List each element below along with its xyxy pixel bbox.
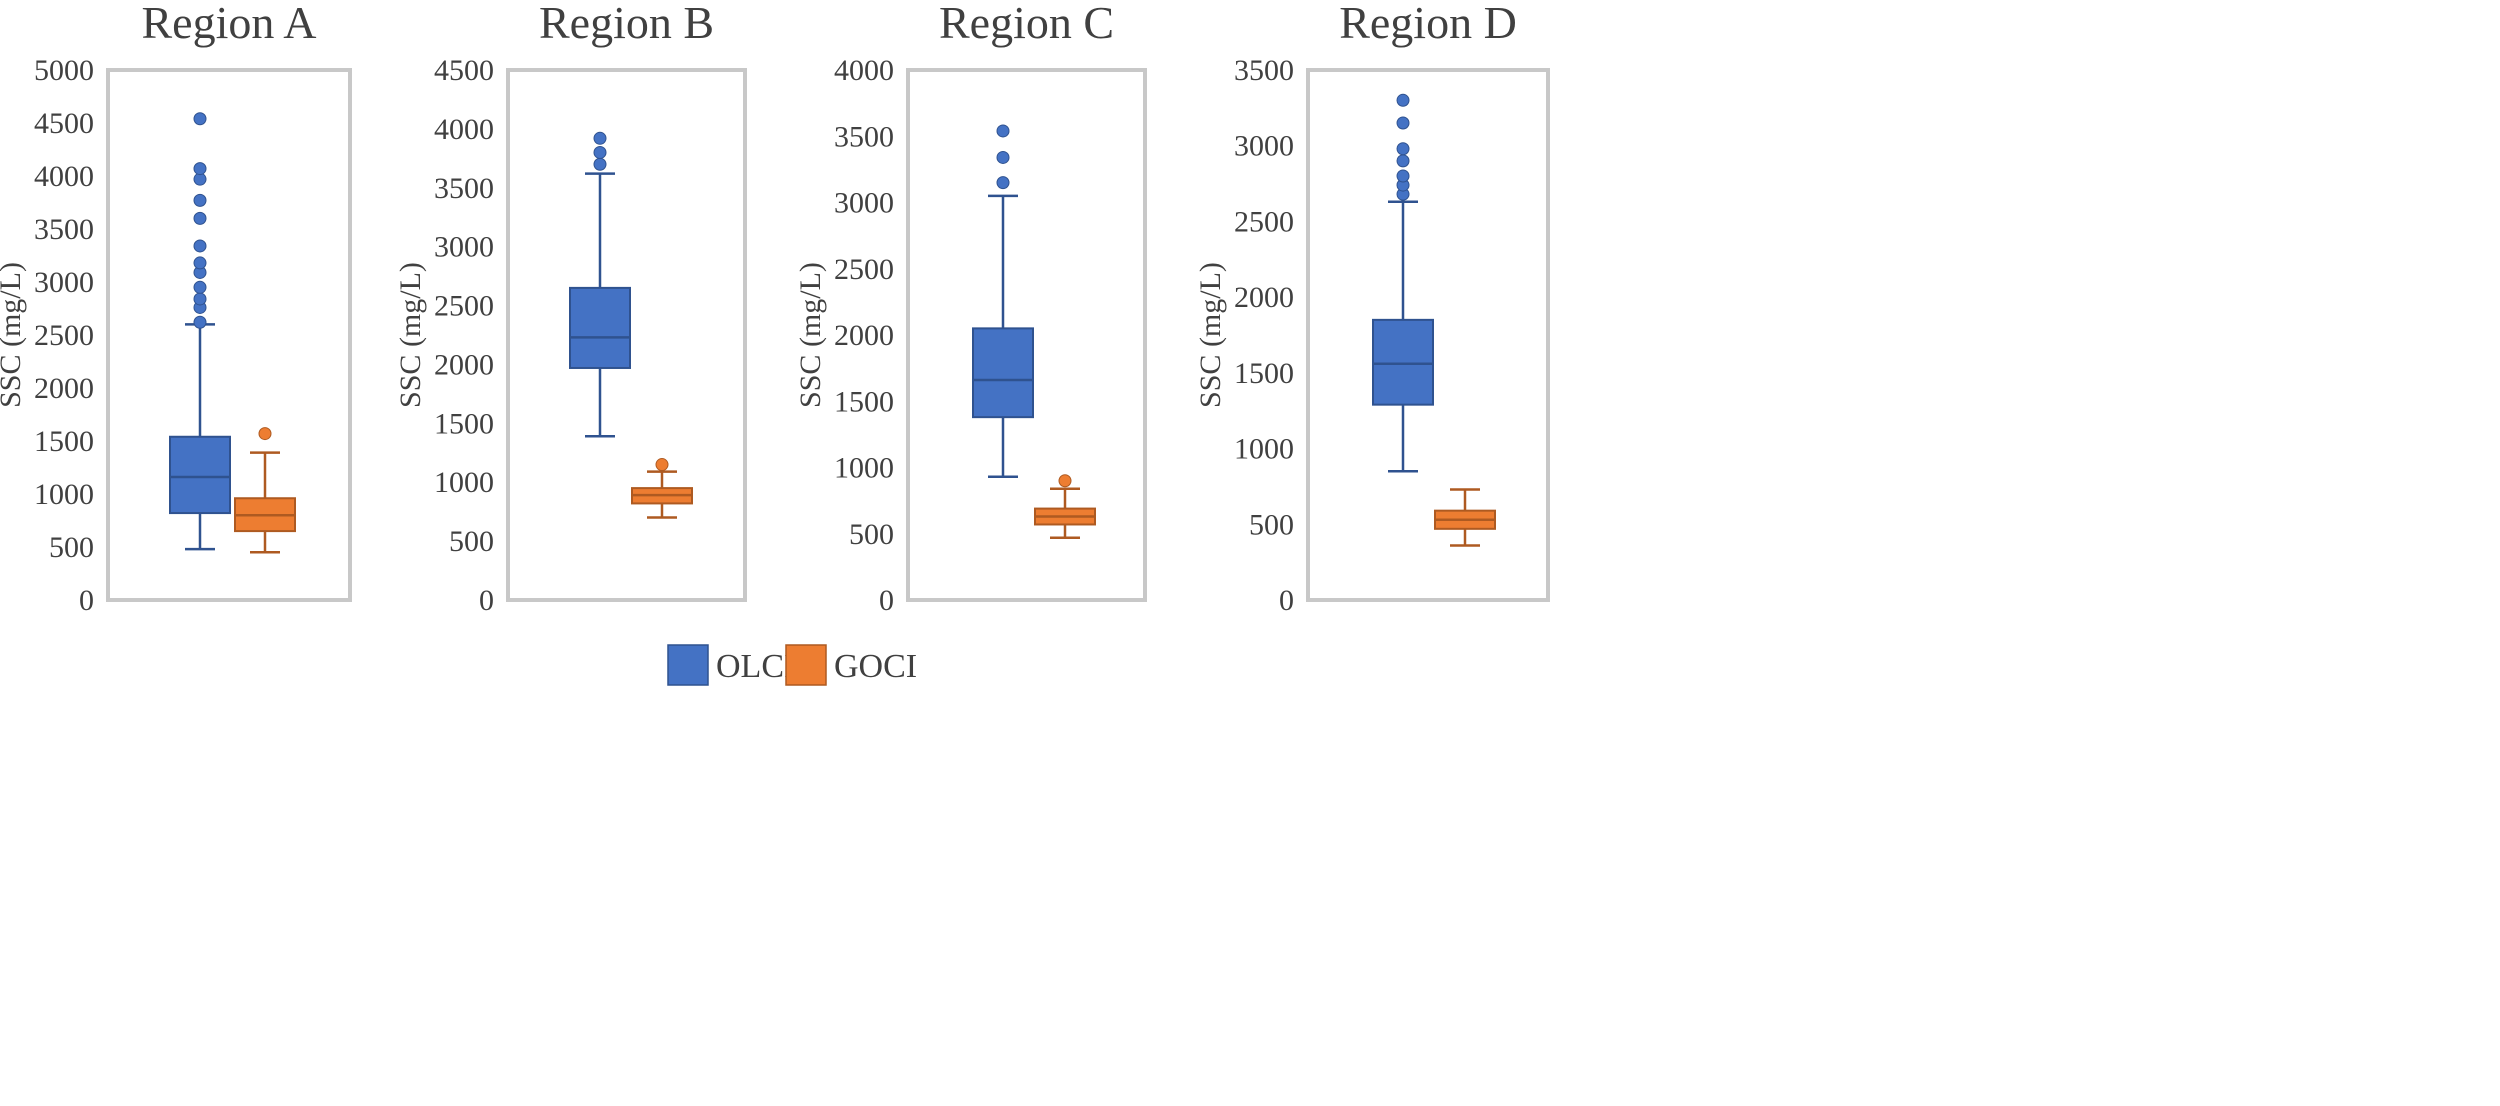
y-tick-label: 500 <box>1249 508 1294 541</box>
olci-outlier <box>193 315 207 329</box>
y-tick-label: 1000 <box>434 466 494 499</box>
chart-panel-4: Region D SSC (mg/L) 0 500 1000 1500 2000 2500 30… <box>1194 0 1550 617</box>
y-tick-label: 1500 <box>1234 357 1294 390</box>
y-axis-label: SSC (mg/L) <box>0 262 27 408</box>
olci-outlier <box>193 162 207 176</box>
olci-outlier <box>193 256 207 270</box>
y-tick-label: 2000 <box>1234 281 1294 314</box>
goci-outlier <box>258 427 272 441</box>
y-tick-label: 1000 <box>1234 433 1294 466</box>
plot-frame <box>906 68 1147 602</box>
y-tick-label: 2500 <box>434 290 494 323</box>
chart-title: Region D <box>1339 0 1517 48</box>
olci-outlier <box>1396 142 1410 156</box>
y-tick-label: 4500 <box>434 54 494 87</box>
y-tick-label: 2000 <box>834 319 894 352</box>
plot-frame <box>106 68 352 602</box>
y-tick-label: 3000 <box>34 266 94 299</box>
olci-outlier <box>996 176 1010 190</box>
olci-outlier <box>193 280 207 294</box>
chart-title: Region B <box>539 0 714 48</box>
olci-outlier <box>193 112 207 126</box>
y-tick-label: 0 <box>79 584 94 617</box>
olci-outlier <box>193 211 207 225</box>
olci-outlier <box>593 157 607 171</box>
plot-frame <box>506 68 747 602</box>
chart-panel-3: Region C SSC (mg/L) 0 500 1000 1500 2000 2500 30… <box>794 0 1147 617</box>
legend-swatch-goci <box>785 644 827 686</box>
y-tick-label: 1500 <box>834 385 894 418</box>
legend-label-goci: GOCI <box>834 648 917 685</box>
olci-outlier <box>1396 154 1410 168</box>
plot-frame <box>1306 68 1550 602</box>
y-tick-label: 500 <box>49 531 94 564</box>
y-tick-label: 2500 <box>1234 205 1294 238</box>
chart-panel-2: Region B SSC (mg/L) 0 500 1000 1500 2000 2500 30… <box>394 0 747 617</box>
y-tick-label: 3000 <box>1234 130 1294 163</box>
olci-outlier <box>1396 169 1410 183</box>
olci-outlier <box>593 145 607 159</box>
y-tick-label: 3500 <box>34 213 94 246</box>
y-tick-label: 3000 <box>834 187 894 220</box>
chart-title: Region C <box>939 0 1114 48</box>
olci-outlier <box>996 124 1010 138</box>
y-tick-label: 2500 <box>34 319 94 352</box>
y-tick-label: 0 <box>1279 584 1294 617</box>
y-tick-label: 2500 <box>834 253 894 286</box>
legend: OLCI GOCI <box>667 644 917 686</box>
olci-box <box>1372 318 1434 406</box>
y-tick-label: 1000 <box>834 452 894 485</box>
y-tick-label: 2000 <box>434 348 494 381</box>
y-tick-label: 4000 <box>34 160 94 193</box>
y-tick-label: 0 <box>879 584 894 617</box>
y-tick-label: 4000 <box>834 54 894 87</box>
olci-box <box>569 286 631 369</box>
olci-box <box>972 327 1034 419</box>
y-tick-label: 3500 <box>434 172 494 205</box>
y-tick-label: 1500 <box>34 425 94 458</box>
y-axis-label: SSC (mg/L) <box>794 262 827 408</box>
y-tick-label: 3500 <box>1234 54 1294 87</box>
y-tick-label: 3500 <box>834 120 894 153</box>
y-tick-label: 0 <box>479 584 494 617</box>
y-axis-label: SSC (mg/L) <box>394 262 427 408</box>
olci-outlier <box>193 239 207 253</box>
y-tick-label: 1000 <box>34 478 94 511</box>
goci-outlier <box>1058 474 1072 488</box>
y-tick-label: 4000 <box>434 113 494 146</box>
y-tick-label: 500 <box>449 525 494 558</box>
y-axis-label: SSC (mg/L) <box>1194 262 1227 408</box>
olci-outlier <box>1396 93 1410 107</box>
legend-swatch-olci <box>667 644 709 686</box>
legend-label-olci: OLCI <box>716 648 795 685</box>
y-tick-label: 5000 <box>34 54 94 87</box>
olci-outlier <box>193 292 207 306</box>
y-tick-label: 500 <box>849 518 894 551</box>
olci-box <box>169 435 231 515</box>
y-tick-label: 1500 <box>434 407 494 440</box>
olci-outlier <box>593 131 607 145</box>
olci-outlier <box>193 193 207 207</box>
chart-panel-1: Region A SSC (mg/L) 0 500 1000 1500 2000 2500 30… <box>0 0 352 617</box>
y-tick-label: 2000 <box>34 372 94 405</box>
olci-outlier <box>996 150 1010 164</box>
chart-title: Region A <box>141 0 316 48</box>
goci-outlier <box>655 458 669 472</box>
y-tick-label: 4500 <box>34 107 94 140</box>
olci-outlier <box>1396 116 1410 130</box>
y-tick-label: 3000 <box>434 231 494 264</box>
